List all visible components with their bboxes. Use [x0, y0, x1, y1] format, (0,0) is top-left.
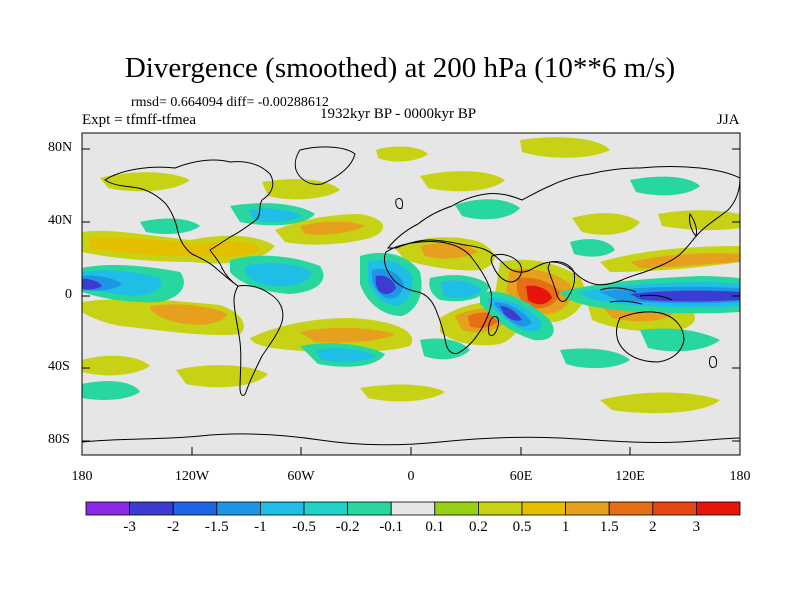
colorbar-label: 0.5 — [512, 519, 532, 535]
period-label: 1932kyr BP - 0000kyr BP — [320, 106, 477, 122]
axis-ticks — [81, 148, 741, 455]
colorbar-label: 0.1 — [425, 519, 445, 535]
colorbar-box — [652, 501, 697, 516]
colorbar-label: -1.5 — [204, 519, 229, 535]
colorbar-box — [390, 501, 436, 516]
coast-south-america — [233, 285, 284, 396]
lat-label-80n: 80N — [48, 140, 73, 155]
coast-indonesia — [599, 287, 673, 305]
colorbar-label: -1 — [254, 519, 267, 535]
lon-label-60e: 60E — [509, 469, 533, 484]
colorbar-box — [303, 501, 348, 516]
colorbar-label: -0.2 — [335, 519, 360, 535]
coast-madagascar — [488, 315, 499, 337]
colorbar-box — [521, 501, 566, 516]
colorbar-box — [259, 501, 305, 516]
lon-label-120e: 120E — [615, 469, 645, 484]
colorbar-label: 3 — [692, 519, 701, 535]
coast-india — [547, 261, 575, 303]
coast-antarctica — [82, 433, 740, 446]
colorbar-box — [477, 501, 523, 516]
lat-label-40n: 40N — [48, 213, 73, 228]
lon-label-180e: 180 — [729, 469, 751, 484]
colorbar-box — [347, 501, 392, 516]
divergence-field — [82, 133, 740, 455]
colorbar-box — [434, 501, 479, 516]
lon-label-180w: 180 — [71, 469, 93, 484]
coast-japan — [689, 212, 697, 237]
colorbar — [85, 501, 741, 516]
colorbar-label: -3 — [123, 519, 136, 535]
lat-label-80s: 80S — [48, 432, 70, 447]
colorbar-label: -0.5 — [292, 519, 316, 535]
colorbar-label: 1.5 — [599, 519, 619, 535]
coast-new-zealand — [709, 355, 717, 369]
lat-label-eq: 0 — [65, 287, 72, 302]
lon-label-0: 0 — [407, 469, 415, 484]
coast-north-america — [104, 159, 274, 287]
coast-uk — [395, 197, 403, 209]
coastlines — [82, 146, 740, 446]
colorbar-box — [565, 501, 610, 516]
colorbar-label: 0.2 — [469, 519, 488, 535]
colorbar-label: 2 — [649, 519, 657, 535]
colorbar-box — [129, 501, 174, 516]
experiment-label: Expt = tfmff-tfmea — [82, 112, 196, 128]
coast-africa — [383, 241, 493, 355]
lat-label-40s: 40S — [48, 359, 70, 374]
colorbar-box — [696, 501, 741, 516]
coast-australia — [616, 311, 685, 363]
colorbar-label: -2 — [166, 519, 180, 535]
colorbar-box — [608, 501, 654, 516]
lon-label-120w: 120W — [174, 469, 210, 484]
stats-text: rmsd= 0.664094 diff= -0.00288612 — [131, 95, 329, 110]
colorbar-label: -0.1 — [379, 519, 404, 535]
colorbar-box — [216, 501, 261, 516]
coast-greenland — [294, 146, 356, 185]
colorbar-box — [172, 501, 218, 516]
coast-eurasia — [386, 166, 740, 286]
map-title: Divergence (smoothed) at 200 hPa (10**6 … — [124, 52, 676, 84]
season-label: JJA — [717, 112, 740, 128]
lon-label-60w: 60W — [287, 469, 315, 484]
colorbar-box — [85, 501, 130, 516]
colorbar-label: 1 — [561, 519, 570, 535]
coast-arabia — [490, 253, 523, 283]
